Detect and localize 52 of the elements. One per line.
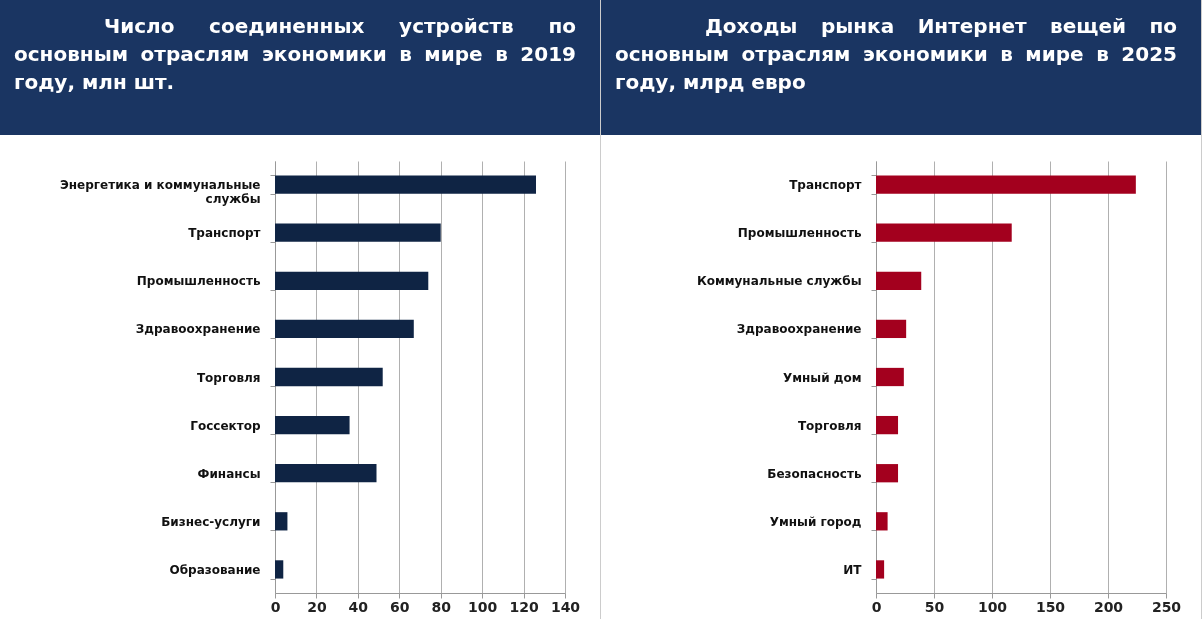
y-tick-label: Здравоохранение [135, 322, 261, 337]
y-tick-label: Энергетика и коммунальные службы [60, 178, 261, 207]
y-tick-label: Финансы [197, 466, 261, 481]
y-tick-label: Торговля [196, 370, 261, 385]
bar [275, 319, 414, 339]
bar [876, 319, 907, 339]
y-tick-label: Транспорт [789, 178, 862, 193]
bar [275, 560, 284, 579]
y-tick-label: Образование [169, 562, 261, 577]
x-tick-label: 0 [871, 598, 882, 615]
y-tick-label: Промышленность [136, 274, 261, 289]
bar [275, 223, 441, 242]
bar [876, 560, 885, 579]
bar [275, 464, 377, 483]
y-tick-label: Умный город [769, 514, 862, 529]
x-tick-label: 150 [1035, 598, 1066, 615]
x-tick-label: 40 [348, 598, 369, 615]
bar [275, 415, 350, 435]
x-tick-label: 250 [1151, 598, 1182, 615]
bar [876, 367, 904, 387]
bar [876, 271, 922, 290]
y-tick-label: Промышленность [737, 226, 862, 241]
y-tick-label: Здравоохранение [736, 322, 862, 337]
bar [275, 175, 536, 194]
y-tick-label: ИТ [843, 562, 863, 577]
y-tick-label: Транспорт [188, 226, 261, 241]
bar [876, 512, 888, 531]
y-tick-label: Безопасность [767, 466, 862, 481]
x-tick-label: 140 [550, 598, 581, 615]
x-tick-label: 200 [1093, 598, 1124, 615]
y-tick-label: Торговля [797, 418, 862, 433]
bar [275, 367, 383, 387]
bar [275, 271, 429, 290]
x-tick-label: 100 [468, 598, 498, 615]
y-tick-label: Бизнес-услуги [161, 514, 261, 529]
y-tick-label: Госсектор [190, 418, 261, 433]
bar [876, 175, 1136, 194]
chart-title: Число соединенных устройств по основным отраслям экономики в мире в 2019 году, млн шт. [0, 0, 600, 135]
bar [876, 223, 1012, 242]
bar [876, 415, 899, 435]
bar [876, 464, 899, 483]
x-tick-label: 50 [924, 598, 945, 615]
x-tick-label: 120 [509, 598, 539, 615]
y-tick-label: Коммунальные службы [696, 274, 862, 289]
bar [275, 512, 288, 531]
chart-title: Доходы рынка Интернет вещей по основным отраслям экономики в мире в 2025 году, млрд евро [601, 0, 1201, 135]
y-tick-label: Умный дом [782, 370, 862, 385]
x-tick-label: 60 [390, 598, 410, 615]
x-tick-label: 20 [307, 598, 327, 615]
x-tick-label: 80 [431, 598, 452, 615]
x-tick-label: 100 [977, 598, 1008, 615]
x-tick-label: 0 [270, 598, 281, 615]
